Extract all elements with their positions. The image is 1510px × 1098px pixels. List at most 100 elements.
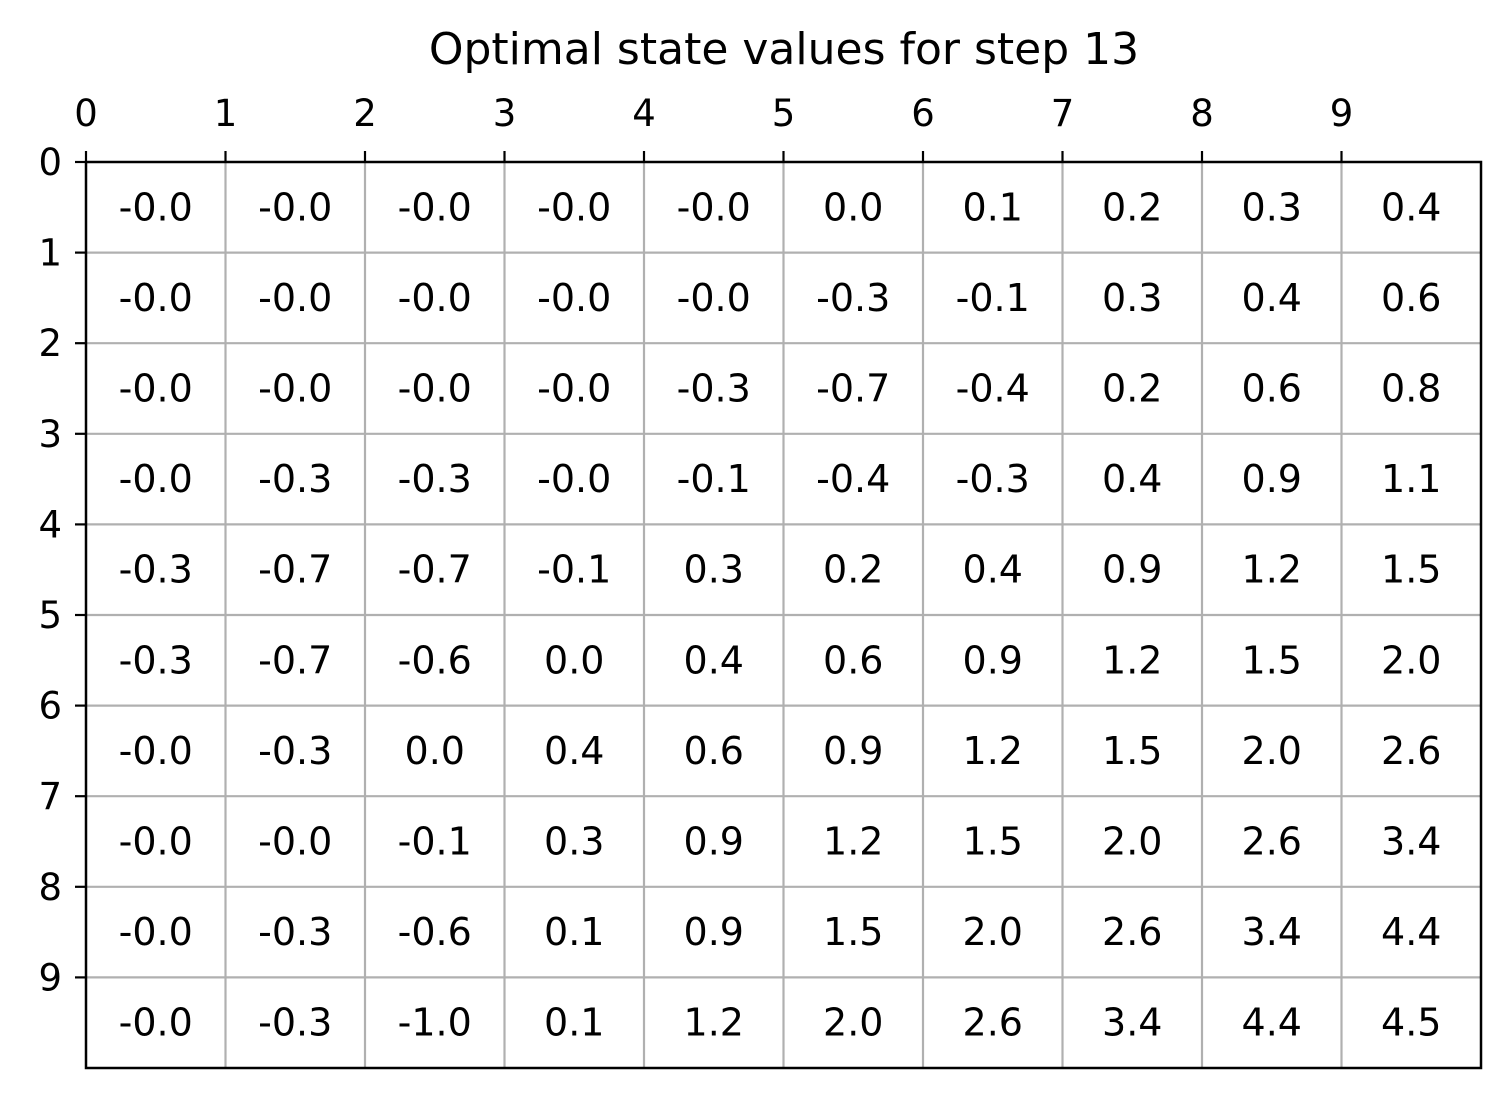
cell-value-r2-c1: -0.0 bbox=[258, 367, 332, 411]
cell-value-r3-c7: 0.4 bbox=[1102, 457, 1162, 501]
y-tick-label-7: 7 bbox=[38, 775, 62, 818]
cell-value-r4-c9: 1.5 bbox=[1381, 548, 1441, 592]
cell-value-r3-c9: 1.1 bbox=[1381, 457, 1441, 501]
cell-value-r5-c6: 0.9 bbox=[963, 638, 1023, 682]
cell-value-r6-c6: 1.2 bbox=[963, 729, 1023, 773]
x-tick-label-0: 0 bbox=[74, 92, 98, 135]
chart-title: Optimal state values for step 13 bbox=[428, 24, 1140, 75]
cell-value-r5-c0: -0.3 bbox=[119, 638, 193, 682]
cell-value-r2-c4: -0.3 bbox=[677, 367, 751, 411]
cell-value-r3-c3: -0.0 bbox=[537, 457, 611, 501]
x-tick-label-5: 5 bbox=[772, 92, 796, 135]
cell-value-r9-c2: -1.0 bbox=[398, 1001, 472, 1045]
cell-value-r6-c8: 2.0 bbox=[1242, 729, 1302, 773]
cell-value-r8-c2: -0.6 bbox=[398, 910, 472, 954]
cell-value-r8-c7: 2.6 bbox=[1102, 910, 1162, 954]
cell-value-r6-c2: 0.0 bbox=[405, 729, 465, 773]
cell-value-r6-c3: 0.4 bbox=[544, 729, 604, 773]
cell-value-r8-c8: 3.4 bbox=[1242, 910, 1302, 954]
cell-value-r7-c9: 3.4 bbox=[1381, 820, 1441, 864]
cell-value-r5-c1: -0.7 bbox=[258, 638, 332, 682]
cell-value-r9-c5: 2.0 bbox=[823, 1001, 883, 1045]
grid-lines bbox=[86, 162, 1481, 1068]
cell-value-r8-c0: -0.0 bbox=[119, 910, 193, 954]
x-tick-label-6: 6 bbox=[911, 92, 935, 135]
y-tick-label-8: 8 bbox=[38, 866, 62, 909]
x-axis-ticks: 0 1 2 3 4 5 6 7 8 9 bbox=[74, 92, 1353, 162]
x-tick-label-9: 9 bbox=[1330, 92, 1354, 135]
cell-value-r6-c5: 0.9 bbox=[823, 729, 883, 773]
y-tick-label-9: 9 bbox=[38, 956, 62, 999]
cell-value-r2-c0: -0.0 bbox=[119, 367, 193, 411]
cell-value-r3-c5: -0.4 bbox=[816, 457, 890, 501]
y-tick-label-5: 5 bbox=[38, 594, 62, 637]
cell-value-r0-c2: -0.0 bbox=[398, 185, 472, 229]
cell-value-r4-c8: 1.2 bbox=[1242, 548, 1302, 592]
cell-value-r8-c6: 2.0 bbox=[963, 910, 1023, 954]
cell-value-r3-c2: -0.3 bbox=[398, 457, 472, 501]
cell-value-r0-c9: 0.4 bbox=[1381, 185, 1441, 229]
cell-value-r1-c9: 0.6 bbox=[1381, 276, 1441, 320]
y-tick-label-6: 6 bbox=[38, 685, 62, 728]
cell-value-r9-c7: 3.4 bbox=[1102, 1001, 1162, 1045]
cell-value-r1-c5: -0.3 bbox=[816, 276, 890, 320]
cell-value-r9-c6: 2.6 bbox=[963, 1001, 1023, 1045]
cell-value-r2-c8: 0.6 bbox=[1242, 367, 1302, 411]
cell-value-r7-c6: 1.5 bbox=[963, 820, 1023, 864]
cell-value-r4-c1: -0.7 bbox=[258, 548, 332, 592]
x-tick-label-1: 1 bbox=[214, 92, 238, 135]
x-tick-label-7: 7 bbox=[1051, 92, 1075, 135]
y-tick-label-1: 1 bbox=[38, 232, 62, 275]
cell-value-r0-c8: 0.3 bbox=[1242, 185, 1302, 229]
cell-value-r9-c4: 1.2 bbox=[684, 1001, 744, 1045]
cell-value-r5-c7: 1.2 bbox=[1102, 638, 1162, 682]
cell-value-r2-c3: -0.0 bbox=[537, 367, 611, 411]
cell-value-r0-c5: 0.0 bbox=[823, 185, 883, 229]
cell-value-r7-c0: -0.0 bbox=[119, 820, 193, 864]
cell-value-r0-c7: 0.2 bbox=[1102, 185, 1162, 229]
cell-value-r6-c9: 2.6 bbox=[1381, 729, 1441, 773]
y-tick-label-4: 4 bbox=[38, 503, 62, 546]
cell-value-r2-c5: -0.7 bbox=[816, 367, 890, 411]
cell-value-r6-c4: 0.6 bbox=[684, 729, 744, 773]
cell-value-r7-c5: 1.2 bbox=[823, 820, 883, 864]
cell-value-r7-c8: 2.6 bbox=[1242, 820, 1302, 864]
cell-values: -0.0 -0.0 -0.0 -0.0 -0.0 0.0 0.1 0.2 0.3 0.4 -0.0 -… bbox=[119, 185, 1442, 1044]
cell-value-r5-c3: 0.0 bbox=[544, 638, 604, 682]
cell-value-r1-c2: -0.0 bbox=[398, 276, 472, 320]
x-tick-label-2: 2 bbox=[353, 92, 377, 135]
cell-value-r0-c1: -0.0 bbox=[258, 185, 332, 229]
cell-value-r7-c4: 0.9 bbox=[684, 820, 744, 864]
cell-value-r8-c1: -0.3 bbox=[258, 910, 332, 954]
cell-value-r5-c4: 0.4 bbox=[684, 638, 744, 682]
cell-value-r1-c8: 0.4 bbox=[1242, 276, 1302, 320]
cell-value-r2-c2: -0.0 bbox=[398, 367, 472, 411]
cell-value-r0-c4: -0.0 bbox=[677, 185, 751, 229]
cell-value-r4-c6: 0.4 bbox=[963, 548, 1023, 592]
cell-value-r9-c1: -0.3 bbox=[258, 1001, 332, 1045]
cell-value-r7-c2: -0.1 bbox=[398, 820, 472, 864]
cell-value-r9-c9: 4.5 bbox=[1381, 1001, 1441, 1045]
cell-value-r5-c2: -0.6 bbox=[398, 638, 472, 682]
cell-value-r8-c9: 4.4 bbox=[1381, 910, 1441, 954]
x-tick-label-3: 3 bbox=[493, 92, 517, 135]
y-axis-ticks: 0 1 2 3 4 5 6 7 8 9 bbox=[38, 141, 86, 999]
cell-value-r0-c0: -0.0 bbox=[119, 185, 193, 229]
cell-value-r7-c3: 0.3 bbox=[544, 820, 604, 864]
cell-value-r3-c6: -0.3 bbox=[956, 457, 1030, 501]
cell-value-r4-c3: -0.1 bbox=[537, 548, 611, 592]
cell-value-r4-c0: -0.3 bbox=[119, 548, 193, 592]
cell-value-r1-c7: 0.3 bbox=[1102, 276, 1162, 320]
cell-value-r5-c9: 2.0 bbox=[1381, 638, 1441, 682]
cell-value-r2-c6: -0.4 bbox=[956, 367, 1030, 411]
cell-value-r8-c4: 0.9 bbox=[684, 910, 744, 954]
cell-value-r1-c6: -0.1 bbox=[956, 276, 1030, 320]
y-tick-label-0: 0 bbox=[38, 141, 62, 184]
cell-value-r3-c4: -0.1 bbox=[677, 457, 751, 501]
cell-value-r2-c7: 0.2 bbox=[1102, 367, 1162, 411]
cell-value-r4-c5: 0.2 bbox=[823, 548, 883, 592]
cell-value-r9-c3: 0.1 bbox=[544, 1001, 604, 1045]
cell-value-r6-c0: -0.0 bbox=[119, 729, 193, 773]
cell-value-r1-c1: -0.0 bbox=[258, 276, 332, 320]
